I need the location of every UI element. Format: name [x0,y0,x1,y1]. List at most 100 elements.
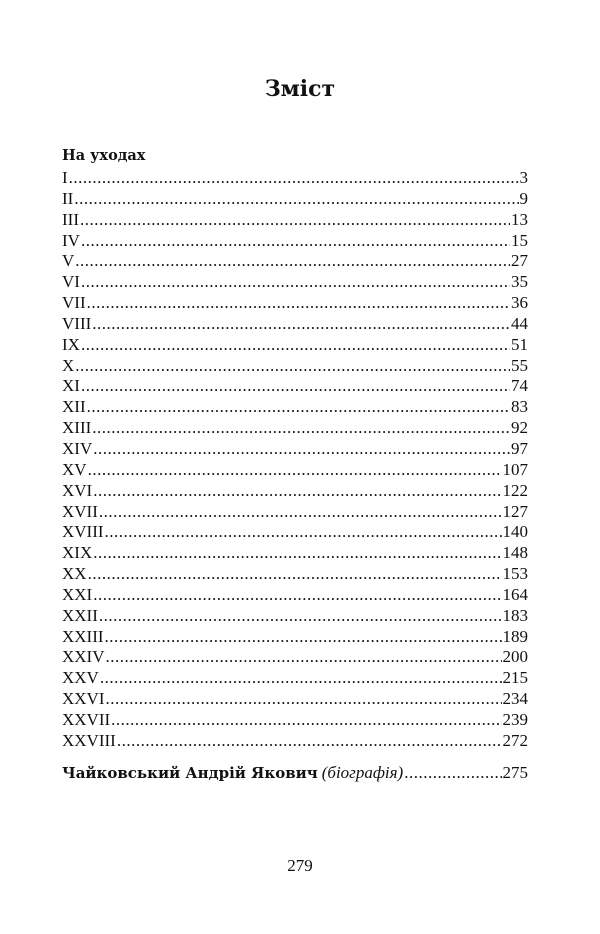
toc-entry[interactable]: XIII 92 [62,418,528,439]
toc-entry[interactable]: XXVI 234 [62,689,528,710]
biography-note: (біографія) [321,763,404,782]
entry-label: XIX [62,543,93,563]
entry-label: XIII [62,418,92,438]
toc-entry[interactable]: XXVIII 272 [62,731,528,752]
toc-entry[interactable]: IX 51 [62,335,528,356]
toc-entry[interactable]: XI 74 [62,376,528,397]
toc-entry[interactable]: I3 [62,168,528,189]
entry-label: IV [62,230,80,250]
entry-label: XVII [62,501,98,521]
toc-entry[interactable]: II 9 [62,189,528,210]
dot-leader [81,335,510,356]
toc-list: I3II9III13IV15V27VI35VII36VIII44IX51X55X… [62,168,528,752]
dot-leader [75,251,510,272]
dot-leader [100,668,502,689]
toc-entry[interactable]: XX 153 [62,564,528,585]
toc-entry[interactable]: XVIII 140 [62,522,528,543]
dot-leader [80,210,510,231]
toc-entry[interactable]: IV 15 [62,231,528,252]
dot-leader [105,627,502,648]
toc-entry[interactable]: XXIV 200 [62,647,528,668]
dot-leader [93,481,501,502]
dot-leader [75,356,510,377]
toc-entry[interactable]: XVII 127 [62,502,528,523]
entry-label: II [62,188,74,208]
toc-entry[interactable]: X 55 [62,356,528,377]
entry-page: 51 [511,334,528,354]
toc-entry[interactable]: XIX 148 [62,543,528,564]
entry-page: 15 [511,230,528,250]
toc-entry[interactable]: XXI 164 [62,585,528,606]
dot-leader [106,647,502,668]
dot-leader [87,397,510,418]
entry-page: 74 [511,376,528,396]
dot-leader [93,439,510,460]
entry-label: I [62,168,68,187]
toc-entry[interactable]: XIV 97 [62,439,528,460]
toc-entry[interactable]: XVI 122 [62,481,528,502]
dot-leader [81,272,510,293]
entry-page: 127 [502,501,529,521]
entry-page: 83 [511,397,528,417]
dot-leader [81,231,510,252]
entry-page: 55 [511,355,528,375]
biography-page: 275 [502,763,529,782]
dot-leader [87,293,510,314]
entry-label: XXVII [62,709,111,729]
entry-page: 122 [502,480,529,500]
entry-page: 234 [502,689,529,709]
dot-leader [93,543,501,564]
biography-name: Чайковський Андрій Якович [62,764,318,782]
entry-page: 148 [502,543,529,563]
toc-entry[interactable]: III 13 [62,210,528,231]
entry-page: 107 [502,459,529,479]
entry-label: XX [62,564,87,584]
entry-label: V [62,251,75,271]
entry-page: 153 [502,564,529,584]
dot-leader [117,731,502,752]
toc-entry[interactable]: XXV 215 [62,668,528,689]
entry-page: 200 [502,647,529,667]
entry-label: XIV [62,438,93,458]
entry-page: 239 [502,709,529,729]
entry-label: VII [62,293,86,313]
entry-label: XII [62,397,86,417]
toc-entry[interactable]: VII 36 [62,293,528,314]
entry-page: 13 [511,209,528,229]
entry-page: 35 [511,272,528,292]
entry-page: 9 [519,188,529,208]
dot-leader [93,585,501,606]
entry-page: 27 [511,251,528,271]
entry-page: 164 [502,584,529,604]
entry-label: XV [62,459,87,479]
dot-leader [105,522,502,543]
entry-page: 183 [502,605,529,625]
entry-page: 36 [511,293,528,313]
page-number: 279 [287,856,313,875]
toc-entry[interactable]: XXIII 189 [62,627,528,648]
page-title: Зміст [264,76,336,102]
entry-page: 3 [519,168,529,187]
dot-leader [88,564,502,585]
toc-entry[interactable]: XII 83 [62,397,528,418]
entry-label: VIII [62,313,92,333]
entry-label: XXI [62,584,93,604]
toc-entry[interactable]: XV 107 [62,460,528,481]
dot-leader [74,189,518,210]
dot-leader [111,710,501,731]
dot-leader [81,376,510,397]
toc-entry[interactable]: XXII 183 [62,606,528,627]
toc-entry[interactable]: VI 35 [62,272,528,293]
toc-entry[interactable]: V 27 [62,251,528,272]
dot-leader [88,460,502,481]
entry-page: 97 [511,438,528,458]
dot-leader [69,168,519,189]
entry-label: XXII [62,605,98,625]
toc-entry[interactable]: XXVII 239 [62,710,528,731]
entry-label: XXV [62,668,99,688]
entry-label: IX [62,334,80,354]
toc-entry[interactable]: VIII 44 [62,314,528,335]
entry-page: 215 [502,668,529,688]
dot-leader [92,418,510,439]
toc-entry-biography[interactable]: Чайковський Андрій Якович(біографія) 275 [62,763,528,784]
